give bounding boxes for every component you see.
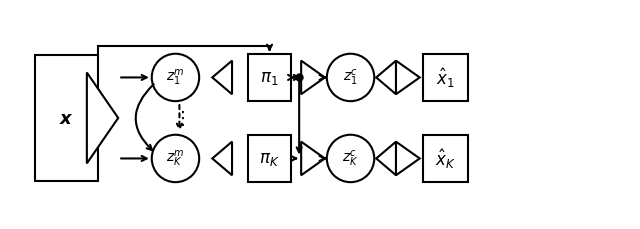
Text: $\hat{x}_K$: $\hat{x}_K$ <box>435 147 456 171</box>
Polygon shape <box>396 142 420 175</box>
Ellipse shape <box>327 55 374 102</box>
Polygon shape <box>301 61 325 95</box>
Ellipse shape <box>152 55 199 102</box>
Polygon shape <box>212 61 232 95</box>
Text: $\vdots$: $\vdots$ <box>173 109 186 128</box>
Text: $\pi_1$: $\pi_1$ <box>260 70 279 87</box>
Polygon shape <box>301 142 325 175</box>
Text: $\boldsymbol{x}$: $\boldsymbol{x}$ <box>59 109 74 127</box>
Text: $z_1^m$: $z_1^m$ <box>166 68 185 88</box>
Text: $z_1^c$: $z_1^c$ <box>343 68 358 88</box>
Polygon shape <box>396 61 420 95</box>
Polygon shape <box>87 73 118 164</box>
Polygon shape <box>376 61 396 95</box>
Ellipse shape <box>327 135 374 182</box>
Bar <box>35 55 98 181</box>
Text: $\pi_K$: $\pi_K$ <box>259 150 280 167</box>
Bar <box>248 135 291 182</box>
Bar <box>248 55 291 102</box>
Bar <box>422 135 468 182</box>
Bar <box>422 55 468 102</box>
Polygon shape <box>212 142 232 175</box>
Text: $\hat{x}_1$: $\hat{x}_1$ <box>436 66 455 90</box>
Ellipse shape <box>152 135 199 182</box>
Text: $z_K^m$: $z_K^m$ <box>166 149 185 169</box>
Polygon shape <box>376 142 396 175</box>
Text: $z_K^c$: $z_K^c$ <box>342 149 359 169</box>
